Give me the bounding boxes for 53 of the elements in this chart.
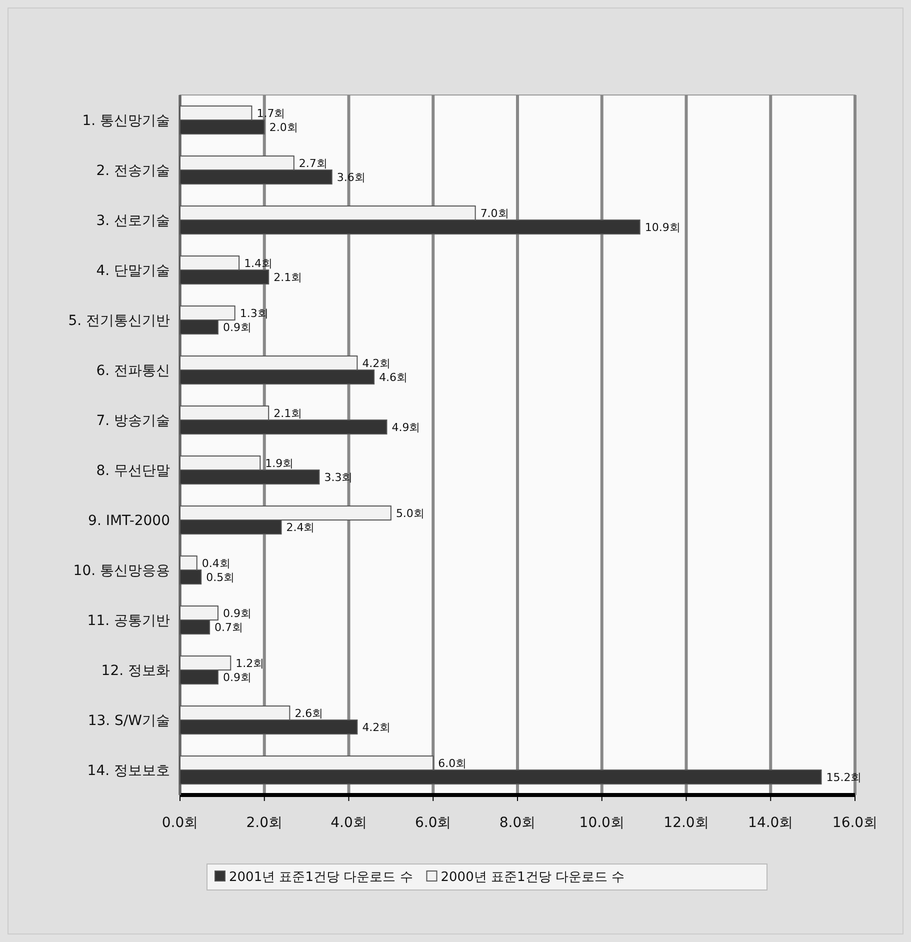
y-tick-label: 9. IMT-2000 <box>88 513 170 529</box>
y-tick-label: 1. 통신망기술 <box>82 113 170 129</box>
y-tick-label: 10. 통신망응용 <box>73 563 170 579</box>
data-label: 0.4회 <box>202 557 230 570</box>
data-label: 4.2회 <box>362 357 391 370</box>
data-label: 0.9회 <box>222 321 252 334</box>
data-label: 1.3회 <box>240 307 268 320</box>
y-tick-label: 3. 선로기술 <box>96 213 170 229</box>
data-label: 2.6회 <box>294 707 324 720</box>
data-label: 15.2회 <box>826 771 862 784</box>
x-tick-label: 6.0회 <box>414 815 452 831</box>
legend-label: 2001년 표준1건당 다운로드 수 <box>229 870 413 885</box>
y-tick-label: 7. 방송기술 <box>96 413 170 429</box>
data-label: 1.2회 <box>236 657 264 670</box>
data-label: 2.4회 <box>286 521 315 534</box>
data-label: 7.0회 <box>480 207 509 220</box>
data-label: 5.0회 <box>396 507 424 520</box>
data-label: 6.0회 <box>438 757 467 770</box>
data-label: 3.6회 <box>336 171 366 184</box>
y-tick-label: 5. 전기통신기반 <box>68 313 170 329</box>
legend-label: 2000년 표준1건당 다운로드 수 <box>440 870 625 885</box>
x-tick-label: 0.0회 <box>162 815 198 831</box>
x-tick-label: 10.0회 <box>579 815 624 831</box>
data-label: 0.9회 <box>222 607 252 620</box>
y-tick-label: 4. 단말기술 <box>96 263 170 279</box>
data-label: 1.9회 <box>265 457 294 470</box>
data-label: 2.7회 <box>298 157 328 170</box>
x-tick-label: 4.0회 <box>330 815 367 831</box>
data-label: 0.5회 <box>206 571 235 584</box>
data-label: 2.1회 <box>274 407 302 420</box>
data-label: 4.6회 <box>379 371 408 384</box>
data-label: 1.4회 <box>244 257 273 270</box>
data-label: 2.1회 <box>274 271 302 284</box>
data-label: 10.9회 <box>644 221 680 234</box>
x-tick-label: 8.0회 <box>499 815 536 831</box>
y-tick-label: 13. S/W기술 <box>88 713 170 729</box>
data-label: 1.7회 <box>256 107 286 120</box>
data-label: 4.2회 <box>362 721 391 734</box>
data-label: 0.9회 <box>222 671 252 684</box>
data-label: 4.9회 <box>392 421 420 434</box>
x-tick-label: 16.0회 <box>832 815 878 831</box>
data-label: 2.0회 <box>269 121 298 134</box>
y-tick-label: 6. 전파통신 <box>96 363 170 379</box>
y-tick-label: 12. 정보화 <box>101 663 170 679</box>
x-tick-label: 12.0회 <box>664 815 709 831</box>
y-tick-label: 8. 무선단말 <box>96 463 170 479</box>
y-tick-label: 2. 전송기술 <box>96 163 170 179</box>
x-tick-label: 2.0회 <box>246 815 283 831</box>
data-label: 3.3회 <box>324 471 353 484</box>
x-tick-label: 14.0회 <box>748 815 794 831</box>
y-tick-label: 11. 공통기반 <box>87 613 170 629</box>
y-tick-label: 14. 정보보호 <box>87 763 170 779</box>
data-label: 0.7회 <box>214 621 244 634</box>
